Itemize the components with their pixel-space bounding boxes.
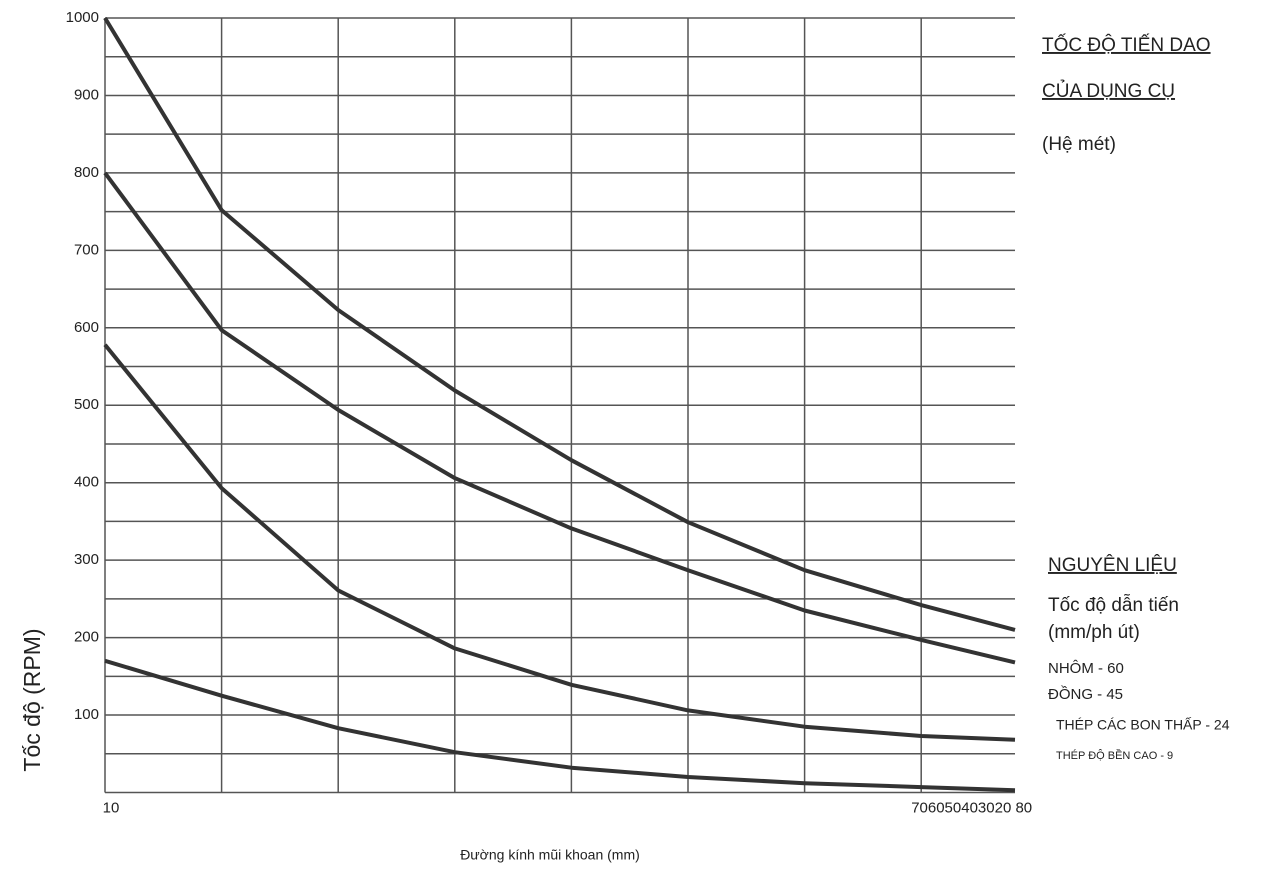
series-line <box>103 343 1016 742</box>
y-tick-label: 800 <box>74 164 99 181</box>
y-tick-label: 200 <box>74 629 99 646</box>
y-tick-label: 700 <box>74 241 99 258</box>
y-tick-label: 100 <box>74 706 99 723</box>
y-tick-label: 400 <box>74 474 99 491</box>
legend-entry: ĐỒNG - 45 <box>1048 685 1123 703</box>
legend-entry: NHÔM - 60 <box>1048 660 1124 677</box>
series-line <box>104 658 1016 793</box>
y-tick-label: 300 <box>74 551 99 568</box>
series-line <box>103 171 1016 665</box>
y-tick-label: 500 <box>74 396 99 413</box>
y-tick-label: 900 <box>74 86 99 103</box>
chart-title: TỐC ĐỘ TIẾN DAO <box>1042 34 1211 56</box>
legend-subtitle: Tốc độ dẫn tiến <box>1048 594 1179 616</box>
y-tick-label: 600 <box>74 319 99 336</box>
x-axis-label: Đường kính mũi khoan (mm) <box>460 847 640 863</box>
series-line <box>103 16 1016 632</box>
y-axis-label: Tốc độ (RPM) <box>19 628 45 771</box>
legend-title: NGUYÊN LIỆU <box>1048 554 1177 576</box>
legend-entry: THÉP ĐỘ BỀN CAO - 9 <box>1056 749 1173 762</box>
chart-subtitle: CỦA DỤNG CỤ <box>1042 80 1175 102</box>
unit-note: (Hệ mét) <box>1042 134 1116 155</box>
x-tick-label: 706050403020 80 <box>911 799 1032 816</box>
legend-entry: THÉP CÁC BON THẤP - 24 <box>1056 717 1230 733</box>
x-tick-label: 10 <box>103 799 120 816</box>
legend-unit: (mm/ph út) <box>1048 622 1140 643</box>
y-tick-label: 1000 <box>66 9 99 26</box>
